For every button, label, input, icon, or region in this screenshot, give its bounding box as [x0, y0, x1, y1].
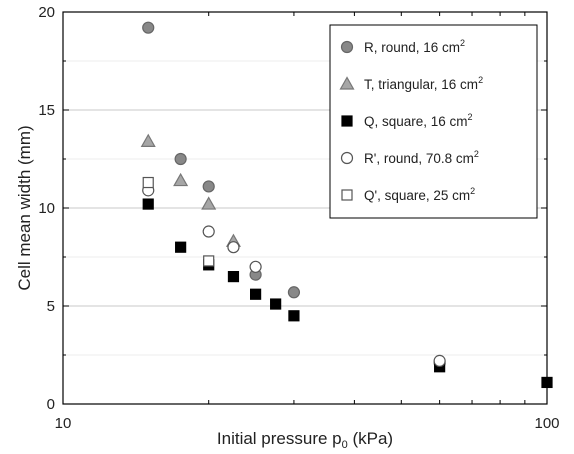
- x-axis-label-main: Initial pressure p: [217, 429, 342, 448]
- legend-label-t: T, triangular, 16 cm2: [364, 75, 483, 92]
- data-point-r: [174, 152, 187, 166]
- legend-marker-q: [341, 115, 353, 127]
- data-point-t: [201, 196, 217, 210]
- data-point-rp: [249, 260, 262, 273]
- data-point-rp: [433, 354, 446, 367]
- data-point-qp: [142, 176, 154, 189]
- axis-ticks: 0 5 10 15 20 10 100: [38, 4, 559, 432]
- data-point-r: [142, 21, 155, 34]
- legend-box: [329, 24, 538, 219]
- data-point-t: [140, 133, 156, 147]
- legend-label-text: R, round, 16 cm: [364, 40, 460, 55]
- legend-label-r: R, round, 16 cm2: [364, 38, 465, 55]
- legend-label-superscript: 2: [474, 149, 479, 159]
- legend-label-qp: Q', square, 25 cm2: [364, 186, 475, 203]
- legend-label-superscript: 2: [468, 112, 473, 122]
- x-tick-label: 10: [55, 415, 72, 432]
- legend-label-text: T, triangular, 16 cm: [364, 77, 478, 92]
- legend-label-superscript: 2: [460, 38, 465, 48]
- data-point-t: [173, 172, 189, 187]
- y-tick-label: 5: [47, 298, 55, 315]
- legend-marker-t: [339, 76, 355, 90]
- y-tick-label: 15: [38, 102, 55, 119]
- legend-marker-r: [340, 40, 354, 54]
- data-point-q: [175, 241, 187, 253]
- x-axis-label-unit: (kPa): [348, 429, 393, 448]
- legend-marker-rp: [340, 151, 354, 165]
- y-axis-label: Cell mean width (mm): [15, 125, 34, 290]
- x-tick-label: 100: [534, 415, 559, 432]
- data-point-q: [142, 198, 154, 210]
- legend-label-q: Q, square, 16 cm2: [364, 112, 473, 129]
- data-point-rp: [227, 241, 240, 254]
- legend-label-superscript: 2: [478, 75, 483, 85]
- data-point-rp: [202, 225, 215, 238]
- data-point-q: [227, 271, 240, 283]
- data-point-q: [288, 310, 300, 322]
- legend-label-text: Q', square, 25 cm: [364, 188, 470, 203]
- data-point-q: [270, 298, 282, 310]
- y-tick-label: 20: [38, 4, 55, 21]
- x-axis-label: Initial pressure p0 (kPa): [217, 429, 393, 451]
- legend-label-text: Q, square, 16 cm: [364, 114, 468, 129]
- y-tick-label: 0: [47, 396, 55, 413]
- y-tick-label: 10: [38, 200, 55, 217]
- legend-label-superscript: 2: [470, 186, 475, 196]
- data-point-r: [287, 286, 301, 299]
- data-point-q: [250, 288, 262, 300]
- legend-marker-qp: [341, 189, 353, 201]
- x-axis-label-subscript: 0: [342, 439, 348, 451]
- data-point-qp: [203, 255, 215, 267]
- data-point-r: [202, 180, 215, 193]
- data-markers: [140, 21, 553, 389]
- legend-label-text: R', round, 70.8 cm: [364, 151, 474, 166]
- legend-label-rp: R', round, 70.8 cm2: [364, 149, 479, 166]
